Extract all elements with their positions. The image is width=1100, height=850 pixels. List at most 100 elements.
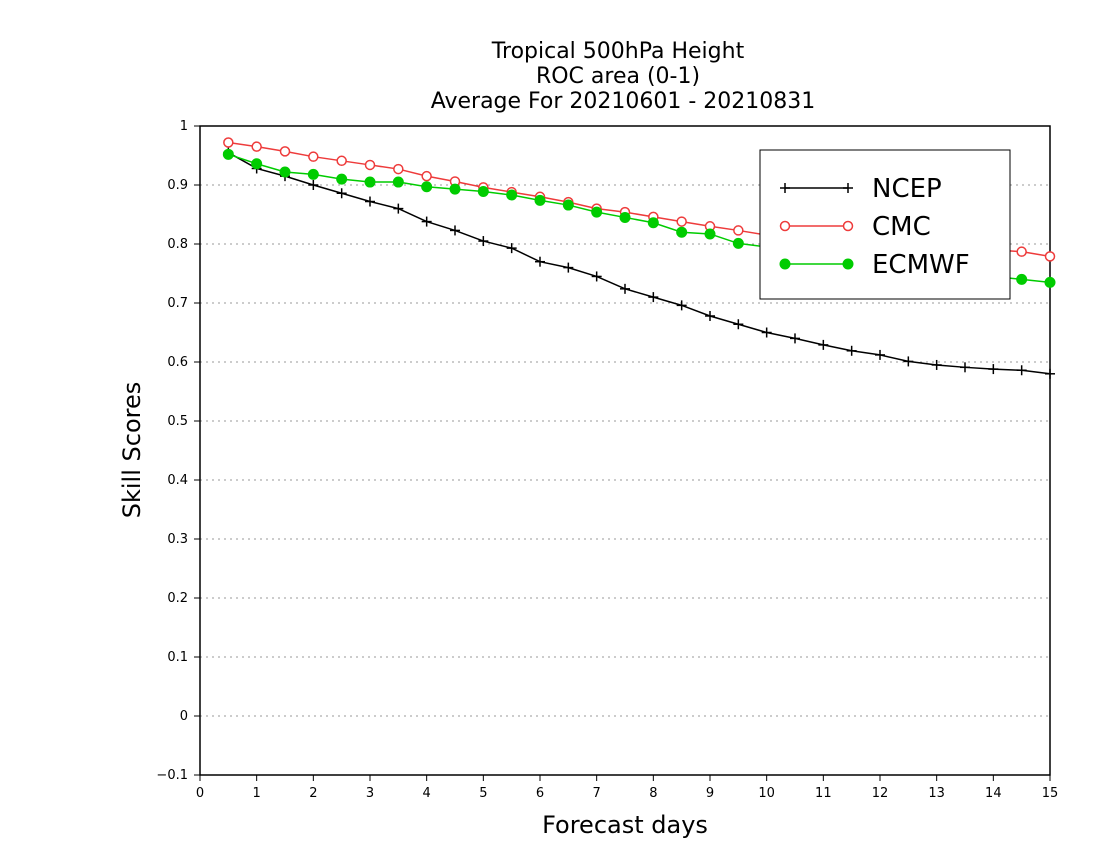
- y-tick-label: 0: [180, 709, 188, 724]
- x-tick-label: 12: [872, 786, 889, 801]
- x-tick-label: 1: [253, 786, 261, 801]
- data-point-ncep: [988, 364, 999, 375]
- data-point-cmc: [733, 225, 744, 236]
- title-line-2: ROC area (0-1): [536, 64, 700, 89]
- data-point-ecmwf: [676, 226, 688, 238]
- data-point-ecmwf: [421, 181, 433, 193]
- data-point-ncep: [960, 362, 970, 373]
- data-point-ecmwf: [307, 168, 319, 180]
- data-point-ncep: [535, 256, 545, 267]
- legend-item-cmc: CMC: [779, 212, 931, 242]
- x-tick-label: 9: [706, 786, 714, 801]
- data-point-ecmwf: [506, 189, 518, 201]
- data-point-cmc: [223, 137, 234, 148]
- x-tick-label: 8: [649, 786, 657, 801]
- data-point-ecmwf: [591, 206, 603, 218]
- title-line-3: Average For 20210601 - 20210831: [431, 89, 816, 114]
- data-point-ecmwf: [647, 217, 659, 229]
- data-point-ncep: [903, 356, 914, 367]
- data-point-ecmwf: [336, 173, 348, 185]
- data-point-ncep: [336, 188, 347, 199]
- legend: NCEP CMC ECMWF: [759, 149, 1011, 300]
- data-point-ncep: [1016, 365, 1027, 376]
- x-tick-label: 6: [536, 786, 544, 801]
- x-tick-label: 14: [985, 786, 1002, 801]
- legend-marker: [779, 220, 791, 232]
- legend-marker: [779, 258, 791, 270]
- data-point-ncep: [705, 310, 715, 321]
- data-point-ecmwf: [392, 176, 404, 188]
- y-tick-label: 0.3: [167, 532, 188, 547]
- data-point-ecmwf: [449, 183, 461, 195]
- legend-marker: [842, 220, 854, 232]
- data-point-ncep: [308, 180, 319, 190]
- data-point-cmc: [336, 155, 347, 167]
- x-tick-label: 15: [1042, 786, 1059, 801]
- data-point-ncep: [761, 327, 772, 338]
- y-tick-label: 0.2: [167, 591, 188, 606]
- data-point-cmc: [676, 216, 687, 227]
- data-point-cmc: [251, 141, 262, 152]
- data-point-ecmwf: [619, 211, 631, 223]
- x-tick-label: 0: [196, 786, 204, 801]
- data-point-ncep: [818, 339, 829, 350]
- legend-label-ncep: NCEP: [872, 174, 942, 204]
- y-tick-label: 0.7: [167, 296, 188, 311]
- data-point-ecmwf: [1044, 276, 1056, 288]
- x-tick-label: 2: [309, 786, 317, 801]
- y-tick-label: 0.5: [167, 414, 188, 429]
- legend-marker: [843, 183, 853, 193]
- y-tick-label: 0.1: [167, 650, 188, 665]
- data-point-ncep: [506, 243, 517, 254]
- data-point-ncep: [875, 349, 885, 360]
- data-point-ncep: [733, 319, 744, 330]
- data-point-ncep: [365, 196, 375, 207]
- series-ncep: [223, 147, 1055, 379]
- data-point-ncep: [648, 292, 659, 303]
- data-point-ncep: [393, 203, 404, 214]
- y-axis-label: Skill Scores: [118, 382, 146, 519]
- legend-marker: [842, 258, 854, 270]
- y-tick-label: 1: [180, 119, 188, 134]
- data-point-ecmwf: [364, 176, 376, 188]
- x-axis-label: Forecast days: [542, 811, 708, 839]
- y-tick-label: −0.1: [156, 768, 188, 783]
- x-tick-label: 3: [366, 786, 374, 801]
- legend-item-ncep: NCEP: [780, 174, 942, 204]
- data-point-cmc: [308, 151, 319, 162]
- y-tick-label: 0.8: [167, 237, 188, 252]
- data-point-ecmwf: [704, 228, 716, 240]
- data-point-ecmwf: [222, 148, 234, 160]
- title-line-1: Tropical 500hPa Height: [491, 39, 745, 64]
- data-point-ecmwf: [279, 166, 291, 178]
- data-point-ecmwf: [477, 185, 489, 197]
- x-tick-label: 13: [928, 786, 945, 801]
- x-tick-label: 10: [758, 786, 775, 801]
- legend-label-cmc: CMC: [872, 212, 931, 242]
- data-point-ncep: [421, 216, 432, 227]
- data-point-ncep: [478, 236, 489, 247]
- data-point-ncep: [591, 271, 602, 282]
- data-point-ncep: [450, 225, 460, 236]
- data-point-ecmwf: [562, 199, 574, 211]
- data-point-ecmwf: [251, 158, 263, 170]
- data-point-ecmwf: [1016, 273, 1028, 285]
- legend-marker: [780, 183, 790, 193]
- x-tick-label: 5: [479, 786, 487, 801]
- y-tick-label: 0.4: [167, 473, 188, 488]
- data-point-ncep: [620, 283, 630, 294]
- x-tick-label: 7: [593, 786, 601, 801]
- data-point-cmc: [421, 170, 432, 182]
- x-tick-label: 4: [423, 786, 431, 801]
- data-point-cmc: [279, 146, 291, 157]
- data-point-cmc: [364, 159, 376, 171]
- data-point-ecmwf: [732, 237, 744, 249]
- y-tick-label: 0.6: [167, 355, 188, 370]
- legend-box: [759, 149, 1011, 300]
- legend-item-ecmwf: ECMWF: [779, 250, 970, 280]
- data-point-ecmwf: [534, 194, 546, 206]
- axis-ticks: −0.100.10.20.30.40.50.60.70.80.910 1 2 3 4 5 6…: [156, 119, 1058, 801]
- data-point-cmc: [393, 163, 404, 175]
- x-tick-label: 11: [815, 786, 832, 801]
